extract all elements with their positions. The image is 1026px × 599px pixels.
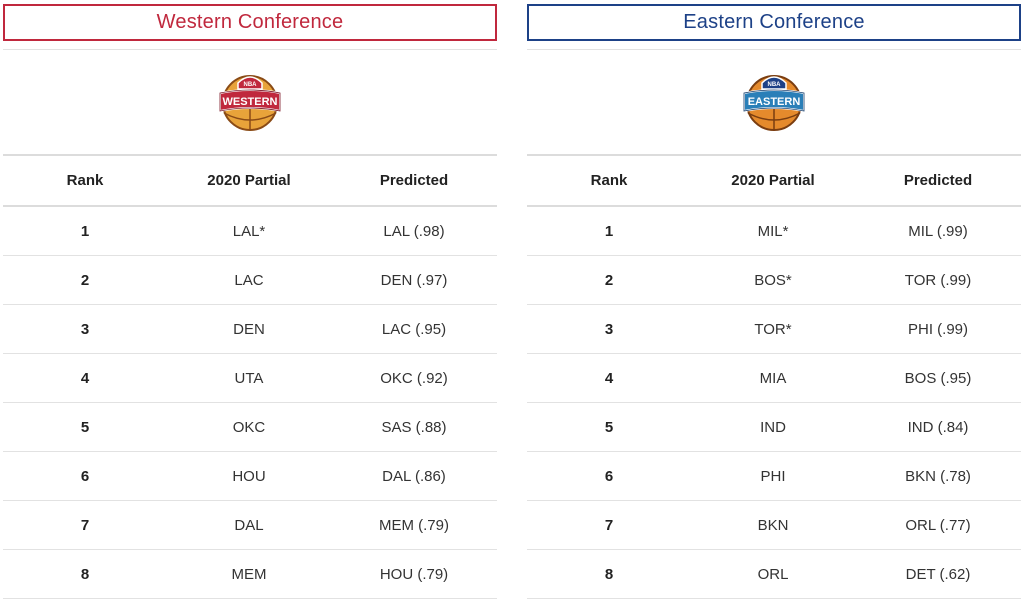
predicted-cell: TOR (.99) [855,255,1021,305]
column-header-2020-partial: 2020 Partial [691,154,855,207]
predicted-cell: PHI (.99) [855,304,1021,354]
western-standings-table: Rank 2020 Partial Predicted 1 LAL* LAL (.9… [3,154,497,599]
table-row: 7 BKN ORL (.77) [527,500,1021,550]
rank-cell: 3 [3,304,167,354]
partial-cell: MIA [691,353,855,403]
partial-cell: DAL [167,500,331,550]
svg-text:NBA: NBA [768,82,782,88]
column-header-rank: Rank [3,154,167,207]
table-row: 6 HOU DAL (.86) [3,451,497,501]
table-row: 4 MIA BOS (.95) [527,353,1021,403]
rank-cell: 4 [3,353,167,403]
partial-cell: BKN [691,500,855,550]
rank-cell: 2 [527,255,691,305]
predicted-cell: DAL (.86) [331,451,497,501]
predicted-cell: MIL (.99) [855,206,1021,256]
eastern-logo-row: NBA EASTERN [527,49,1021,154]
western-logo-row: NBA WESTERN [3,49,497,154]
table-row: 1 MIL* MIL (.99) [527,206,1021,256]
predicted-cell: MEM (.79) [331,500,497,550]
partial-cell: ORL [691,549,855,599]
predicted-cell: BKN (.78) [855,451,1021,501]
western-conference-panel: Western Conference NBA WESTERN Rank 2020… [3,4,497,599]
eastern-conference-title: Eastern Conference [527,4,1021,41]
western-conference-logo: NBA WESTERN [219,75,281,131]
rank-cell: 8 [3,549,167,599]
column-header-predicted: Predicted [331,154,497,207]
predicted-cell: IND (.84) [855,402,1021,452]
column-header-2020-partial: 2020 Partial [167,154,331,207]
predicted-cell: LAL (.98) [331,206,497,256]
partial-cell: MEM [167,549,331,599]
partial-cell: PHI [691,451,855,501]
partial-cell: HOU [167,451,331,501]
partial-cell: LAL* [167,206,331,256]
table-row: 4 UTA OKC (.92) [3,353,497,403]
partial-cell: DEN [167,304,331,354]
eastern-conference-panel: Eastern Conference NBA EASTERN Rank 2020… [527,4,1021,599]
svg-text:NBA: NBA [244,82,258,88]
rank-cell: 5 [3,402,167,452]
table-row: 8 MEM HOU (.79) [3,549,497,599]
table-row: 8 ORL DET (.62) [527,549,1021,599]
rank-cell: 8 [527,549,691,599]
column-header-rank: Rank [527,154,691,207]
table-row: 6 PHI BKN (.78) [527,451,1021,501]
predicted-cell: OKC (.92) [331,353,497,403]
table-row: 5 IND IND (.84) [527,402,1021,452]
rank-cell: 2 [3,255,167,305]
partial-cell: UTA [167,353,331,403]
rank-cell: 7 [527,500,691,550]
rank-cell: 6 [527,451,691,501]
rank-cell: 1 [527,206,691,256]
svg-text:WESTERN: WESTERN [223,96,278,108]
table-row: 2 LAC DEN (.97) [3,255,497,305]
table-row: 3 DEN LAC (.95) [3,304,497,354]
predicted-cell: LAC (.95) [331,304,497,354]
partial-cell: MIL* [691,206,855,256]
rank-cell: 1 [3,206,167,256]
table-row: 5 OKC SAS (.88) [3,402,497,452]
table-row: 7 DAL MEM (.79) [3,500,497,550]
rank-cell: 3 [527,304,691,354]
partial-cell: IND [691,402,855,452]
predicted-cell: HOU (.79) [331,549,497,599]
predicted-cell: SAS (.88) [331,402,497,452]
partial-cell: OKC [167,402,331,452]
eastern-conference-logo: NBA EASTERN [743,75,805,131]
rank-cell: 4 [527,353,691,403]
rank-cell: 6 [3,451,167,501]
predicted-cell: DEN (.97) [331,255,497,305]
predicted-cell: BOS (.95) [855,353,1021,403]
rank-cell: 7 [3,500,167,550]
table-row: 2 BOS* TOR (.99) [527,255,1021,305]
rank-cell: 5 [527,402,691,452]
table-row: 1 LAL* LAL (.98) [3,206,497,256]
column-header-predicted: Predicted [855,154,1021,207]
partial-cell: BOS* [691,255,855,305]
predicted-cell: ORL (.77) [855,500,1021,550]
table-row: 3 TOR* PHI (.99) [527,304,1021,354]
eastern-standings-table: Rank 2020 Partial Predicted 1 MIL* MIL (.9… [527,154,1021,599]
svg-text:EASTERN: EASTERN [748,96,801,108]
partial-cell: LAC [167,255,331,305]
predicted-cell: DET (.62) [855,549,1021,599]
partial-cell: TOR* [691,304,855,354]
western-conference-title: Western Conference [3,4,497,41]
